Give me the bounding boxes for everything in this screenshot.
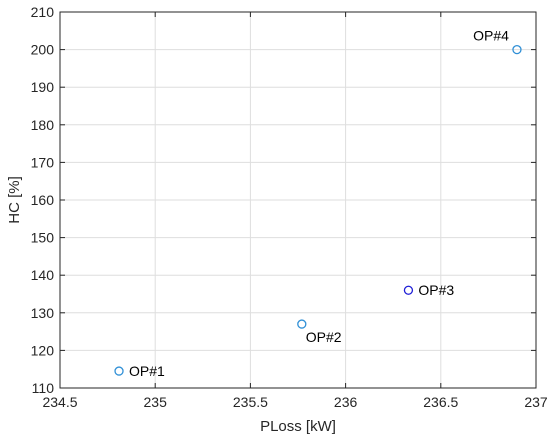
- y-tick-label: 210: [31, 4, 55, 20]
- y-tick-label: 150: [31, 230, 55, 246]
- axis-ticks: 234.5 235 235.5 236 236.5 237 110 120 130 140 150 1…: [31, 4, 548, 410]
- x-tick-label: 237: [524, 394, 548, 410]
- x-axis-label: PLoss [kW]: [260, 418, 336, 435]
- x-tick-label: 235: [144, 394, 168, 410]
- grid: [59, 11, 537, 389]
- y-tick-label: 190: [31, 79, 55, 95]
- x-tick-label: 236.5: [423, 394, 458, 410]
- data-points: OP#1 OP#2 OP#3 OP#4: [114, 28, 522, 379]
- y-tick-label: 140: [31, 267, 55, 283]
- data-point: [297, 319, 307, 329]
- y-tick-label: 170: [31, 154, 55, 170]
- x-tick-label: 234.5: [42, 394, 77, 410]
- x-tick-label: 236: [334, 394, 358, 410]
- y-tick-label: 200: [31, 42, 55, 58]
- data-point-label: OP#1: [129, 363, 165, 379]
- y-tick-label: 130: [31, 305, 55, 321]
- y-tick-label: 110: [32, 380, 55, 396]
- data-point-label: OP#3: [418, 282, 454, 298]
- y-tick-label: 120: [31, 342, 55, 358]
- y-axis-label: HC [%]: [6, 176, 23, 224]
- data-point: [114, 366, 124, 376]
- data-point-label: OP#4: [473, 28, 509, 44]
- x-tick-label: 235.5: [233, 394, 268, 410]
- data-point: [512, 44, 522, 55]
- y-tick-label: 160: [31, 192, 55, 208]
- y-tick-label: 180: [31, 117, 55, 133]
- data-point-label: OP#2: [306, 329, 342, 345]
- data-point: [403, 285, 414, 295]
